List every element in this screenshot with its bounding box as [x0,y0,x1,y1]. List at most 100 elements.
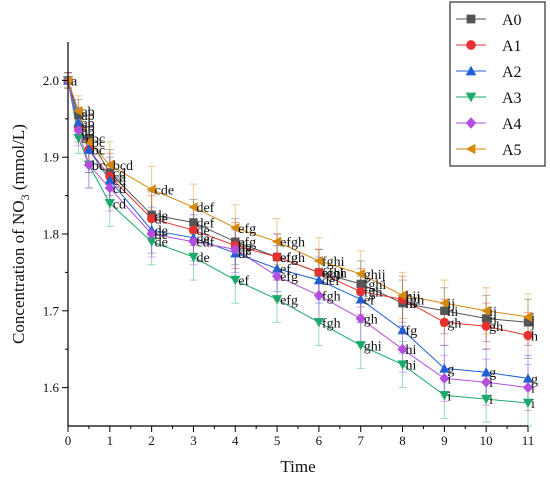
data-point-a2 [355,294,366,304]
data-point-a2 [522,373,534,383]
significance-letter-a2: ab [81,117,94,132]
axes: 0 1 2 3 4 5 6 7 8 9 10 11 1.6 1.7 1.8 1.9 2.0 Time Concent… [9,42,534,476]
y-tick-label: 1.8 [43,227,59,242]
significance-letter-a0: ab [81,109,94,124]
data-point-a1 [272,252,282,262]
significance-letter-a3: bc [92,159,105,174]
y-axis-title: Concentration of NO3 (mmol/L) [9,124,32,344]
significance-letter-a5: efgh [280,236,305,251]
legend-item-a2: A2 [456,64,522,81]
x-tick-label: 2 [148,433,155,448]
significance-letter-a2: de [196,232,209,247]
data-point-a3 [230,275,241,286]
legend-marker-a2 [465,65,477,76]
significance-letter-a5: fghi [322,255,345,270]
data-point-a1 [314,267,324,278]
significance-letter-a1: fgh [364,286,383,301]
series-line-a3 [67,80,529,404]
data-point-a4 [73,124,84,136]
significance-letter-a2: ef [280,263,291,278]
significance-letter-a3: b [81,132,88,147]
significance-letter-a1: de [155,213,168,228]
significance-letter-a0: ij [489,312,497,327]
legend-item-a3: A3 [456,90,522,107]
data-point-a4 [230,243,241,255]
data-point-a1 [481,321,491,331]
data-point-a5 [522,311,533,322]
significance-letter-a1: gh [489,320,503,335]
data-point-a3 [104,199,115,209]
significance-letter-a4: cd [113,182,126,197]
significance-letter-a5: a [71,74,78,89]
legend-item-a5: A5 [456,142,522,159]
significance-letter-a3: i [447,389,451,404]
significance-letter-a3: i [531,397,535,412]
data-point-a5 [481,305,491,316]
data-point-a1 [439,317,449,327]
significance-letter-a0: hi [406,297,417,312]
significance-letter-a4: hi [406,343,417,358]
data-point-a4 [188,236,199,248]
data-point-a4 [439,372,450,384]
significance-letter-a5: bc [92,136,105,151]
legend: A0 A1 A2 A3 A4 A5 [449,1,546,167]
legend-label-a5: A5 [502,142,522,159]
significance-letter-a3: ghi [364,339,382,354]
significance-letter-a0: bc [92,132,105,147]
series-line-a4 [67,80,529,389]
series-line-a2 [67,80,529,379]
significance-letter-a0: hi [447,305,458,320]
y-tick-label: 1.7 [43,303,60,318]
significance-letter-a5: cde [155,183,174,198]
legend-label-a3: A3 [502,90,522,107]
data-point-a4 [313,289,324,301]
data-point-a0 [440,306,449,315]
significance-letter-a4: i [489,376,493,391]
legend-label-a4: A4 [502,116,522,133]
data-point-a5 [230,222,240,233]
data-point-a4 [272,270,283,282]
data-point-a5 [272,236,282,247]
x-tick-label: 3 [190,433,197,448]
data-point-a0 [74,110,83,120]
data-point-a5 [83,136,94,147]
data-point-a4 [146,228,157,240]
significance-letter-a5: bcd [113,159,133,174]
legend-marker-a5 [465,143,476,155]
x-tick-label: 10 [480,433,493,448]
data-point-a1 [188,225,199,235]
legend-box [449,1,546,167]
data-point-a4 [355,313,366,324]
significance-letter-a3: de [196,251,209,266]
data-point-a3 [522,398,534,408]
significance-letter-a2: g [447,362,454,377]
significance-letter-a4: de [238,243,251,258]
x-tick-label: 0 [65,433,72,448]
data-point-a3 [272,295,283,305]
significance-letter-a0: cd [113,167,126,182]
data-point-a2 [481,367,492,377]
data-point-a3 [481,394,492,405]
significance-letter-a3: i [489,393,493,408]
data-point-a0 [356,279,365,289]
significance-letter-a1: ab [81,120,94,135]
x-tick-label: 7 [357,433,364,448]
data-point-a2 [397,324,408,335]
x-tick-label: 8 [399,433,406,448]
significance-letter-a5: ab [81,105,94,120]
data-point-a2 [439,363,450,373]
significance-letter-a1: de [238,240,251,255]
x-axis-title: Time [280,457,315,476]
significance-letter-a3: cd [113,197,126,212]
legend-label-a1: A1 [502,38,522,55]
significance-letter-a4: i [531,382,535,397]
legend-marker-a4 [465,117,477,129]
significance-letter-a4: cdf [196,236,214,251]
data-point-a1 [523,330,533,340]
data-point-a5 [104,159,115,170]
data-point-a3 [146,237,157,247]
y-tick-label: 1.9 [43,150,59,165]
significance-letter-a0: fghi [364,278,387,293]
